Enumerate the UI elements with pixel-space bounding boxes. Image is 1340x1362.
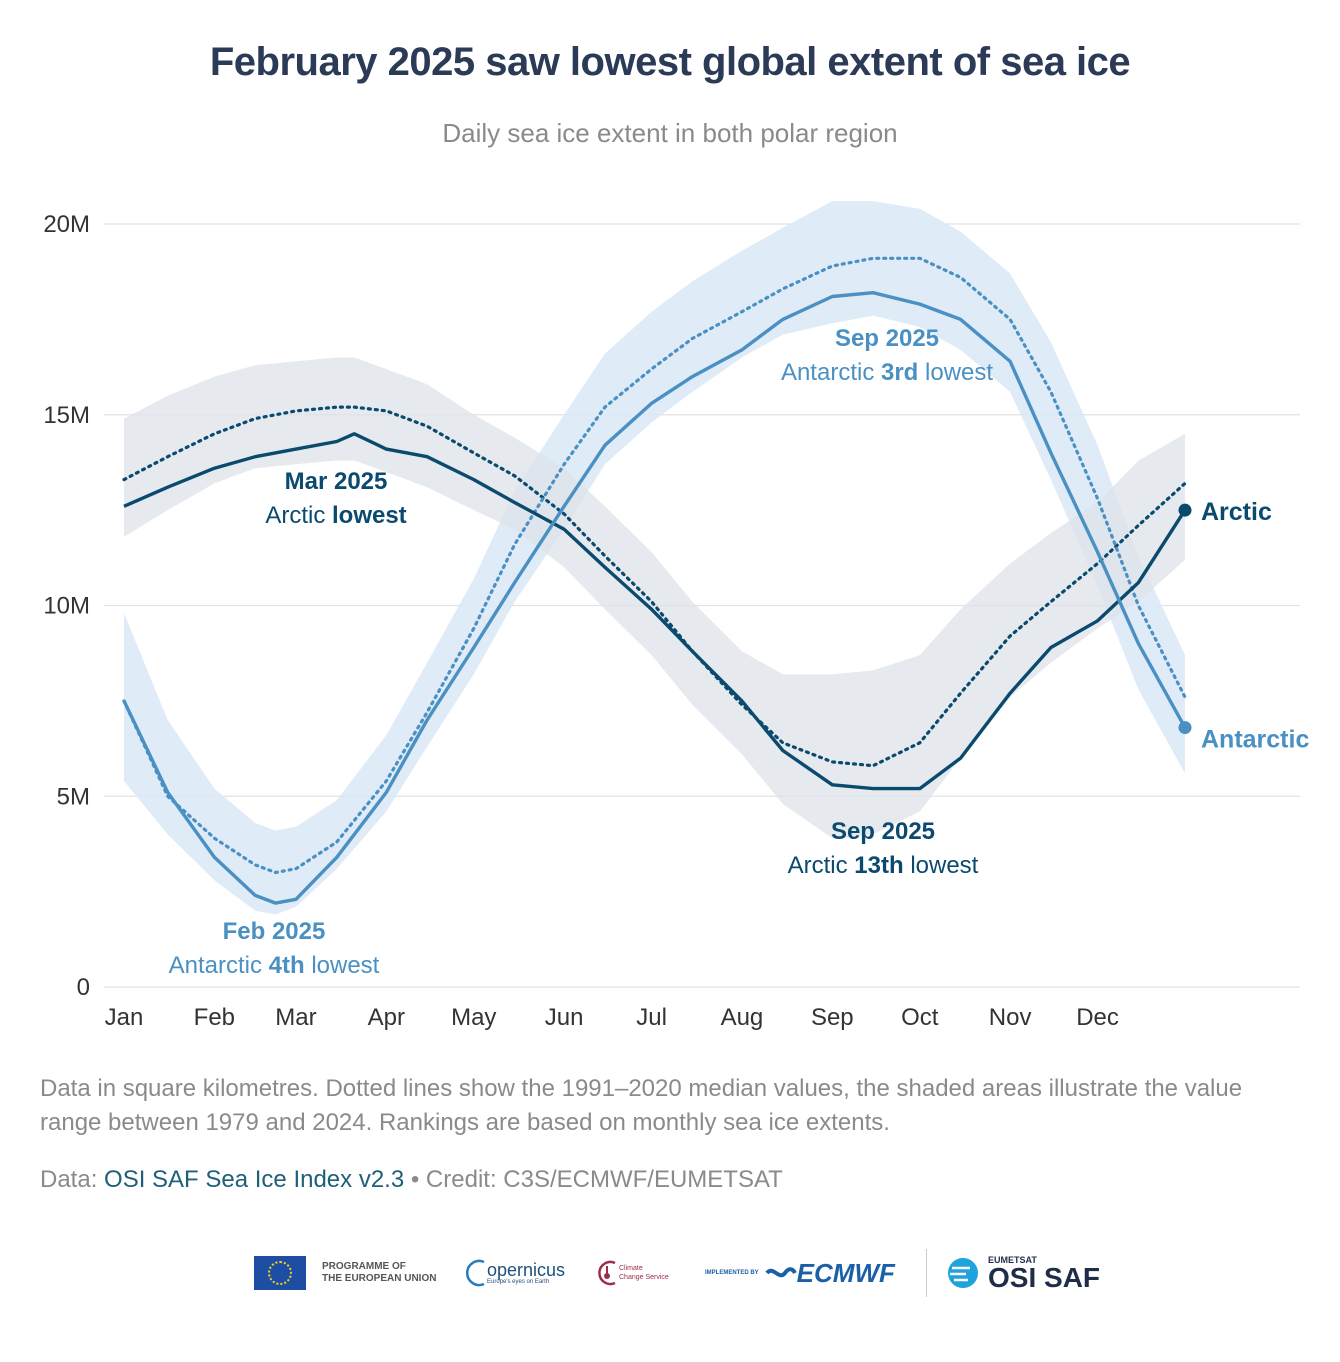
c3s-thermometer-icon bbox=[598, 1260, 616, 1286]
copernicus-text: opernicus bbox=[487, 1260, 566, 1280]
x-tick-label: Jun bbox=[545, 1004, 584, 1031]
annotation-title: Feb 2025 bbox=[223, 918, 326, 945]
antarctic-2025-line bbox=[122, 291, 1187, 905]
copernicus-tagline: Europe's eyes on Earth bbox=[487, 1279, 550, 1285]
partner-logos: PROGRAMME OF THE EUROPEAN UNION opernicu… bbox=[250, 1245, 1110, 1301]
source-prefix: Data: bbox=[40, 1166, 105, 1193]
antarctic-median-line bbox=[122, 256, 1187, 875]
footnote: Data in square kilometres. Dotted lines … bbox=[40, 1075, 1243, 1136]
x-tick-label: Nov bbox=[989, 1004, 1032, 1031]
arctic-2025-line bbox=[123, 432, 1187, 791]
implemented-by-text: IMPLEMENTED BY bbox=[705, 1270, 759, 1276]
annotation-sep-antarctic: Sep 2025 Antarctic 3rd lowest bbox=[781, 325, 993, 386]
ecmwf-waves-icon bbox=[765, 1267, 797, 1278]
annotation-ranking: Arctic 13th lowest bbox=[788, 852, 979, 879]
ecmwf-logo: IMPLEMENTED BY ECMWF bbox=[705, 1245, 895, 1301]
x-tick-label: Sep bbox=[811, 1004, 854, 1031]
x-tick-label: Dec bbox=[1076, 1004, 1119, 1031]
arctic-range-band bbox=[124, 357, 1185, 839]
sea-ice-chart: 0 5M 10M 15M 20M Jan Feb Mar Apr May Jun Jul Aug Sep… bbox=[43, 201, 1309, 1031]
osisaf-text: OSI SAF bbox=[988, 1262, 1101, 1293]
ecmwf-text: ECMWF bbox=[796, 1257, 895, 1288]
source-line: Data: OSI SAF Sea Ice Index v2.3 • Credi… bbox=[40, 1166, 783, 1194]
chart-subtitle: Daily sea ice extent in both polar regio… bbox=[442, 118, 898, 148]
y-tick-label: 5M bbox=[57, 783, 90, 810]
eu-flag-icon bbox=[254, 1256, 306, 1290]
x-tick-label: Mar bbox=[275, 1004, 316, 1031]
osisaf-logo: EUMETSAT OSI SAF bbox=[946, 1245, 1100, 1301]
eu-logo: PROGRAMME OF THE EUROPEAN UNION bbox=[254, 1245, 436, 1301]
y-tick-label: 10M bbox=[43, 593, 90, 620]
annotation-ranking: Antarctic 4th lowest bbox=[169, 952, 380, 979]
range-bands bbox=[124, 201, 1185, 915]
antarctic-end-point bbox=[1178, 721, 1192, 735]
annotation-ranking: Antarctic 3rd lowest bbox=[781, 359, 993, 386]
copernicus-logo: opernicus Europe's eyes on Earth bbox=[465, 1245, 565, 1301]
annotations: Mar 2025 Arctic lowest Feb 2025 Antarctic 4… bbox=[169, 325, 994, 979]
logo-divider bbox=[926, 1249, 927, 1297]
annotation-title: Sep 2025 bbox=[831, 818, 935, 845]
y-tick-label: 15M bbox=[43, 402, 90, 429]
annotation-ranking: Arctic lowest bbox=[265, 502, 406, 529]
chart-title: February 2025 saw lowest global extent o… bbox=[209, 40, 1131, 84]
eu-text-line1: PROGRAMME OF bbox=[322, 1261, 406, 1272]
y-tick-label: 0 bbox=[77, 974, 90, 1001]
antarctic-end-label: Antarctic bbox=[1201, 726, 1309, 754]
x-axis-ticks: Jan Feb Mar Apr May Jun Jul Aug Sep Oct Nov Dec bbox=[105, 1004, 1119, 1031]
x-tick-label: Feb bbox=[194, 1004, 235, 1031]
x-tick-label: May bbox=[451, 1004, 496, 1031]
annotation-title: Sep 2025 bbox=[835, 325, 939, 352]
y-tick-label: 20M bbox=[43, 211, 90, 238]
osisaf-globe-icon bbox=[948, 1258, 978, 1288]
source-link[interactable]: OSI SAF Sea Ice Index v2.3 bbox=[104, 1166, 405, 1193]
x-tick-label: Jan bbox=[105, 1004, 144, 1031]
x-tick-label: Apr bbox=[368, 1004, 405, 1031]
x-tick-label: Oct bbox=[901, 1004, 939, 1031]
c3s-logo: Climate Change Service bbox=[595, 1245, 669, 1301]
x-tick-label: Jul bbox=[636, 1004, 667, 1031]
annotation-sep-arctic: Sep 2025 Arctic 13th lowest bbox=[788, 818, 979, 879]
source-credit: • Credit: C3S/ECMWF/EUMETSAT bbox=[404, 1166, 783, 1193]
median-lines bbox=[122, 256, 1187, 875]
arctic-end-label: Arctic bbox=[1201, 498, 1272, 526]
arctic-end-point bbox=[1178, 503, 1192, 517]
annotation-feb-antarctic: Feb 2025 Antarctic 4th lowest bbox=[169, 918, 380, 979]
annotation-title: Mar 2025 bbox=[285, 468, 388, 495]
eumetsat-text: EUMETSAT bbox=[988, 1255, 1037, 1265]
copernicus-c-icon bbox=[466, 1259, 485, 1287]
eu-text-line2: THE EUROPEAN UNION bbox=[322, 1273, 437, 1284]
y-axis-ticks: 0 5M 10M 15M 20M bbox=[43, 211, 90, 1001]
series-end-labels: Arctic Antarctic bbox=[1178, 498, 1309, 754]
annotation-mar-arctic: Mar 2025 Arctic lowest bbox=[265, 468, 406, 529]
x-tick-label: Aug bbox=[721, 1004, 764, 1031]
series-lines bbox=[122, 291, 1187, 905]
antarctic-range-band bbox=[124, 201, 1185, 915]
c3s-text-line1: Climate bbox=[619, 1265, 643, 1272]
arctic-median-line bbox=[122, 405, 1187, 768]
c3s-text-line2: Change Service bbox=[619, 1274, 669, 1281]
